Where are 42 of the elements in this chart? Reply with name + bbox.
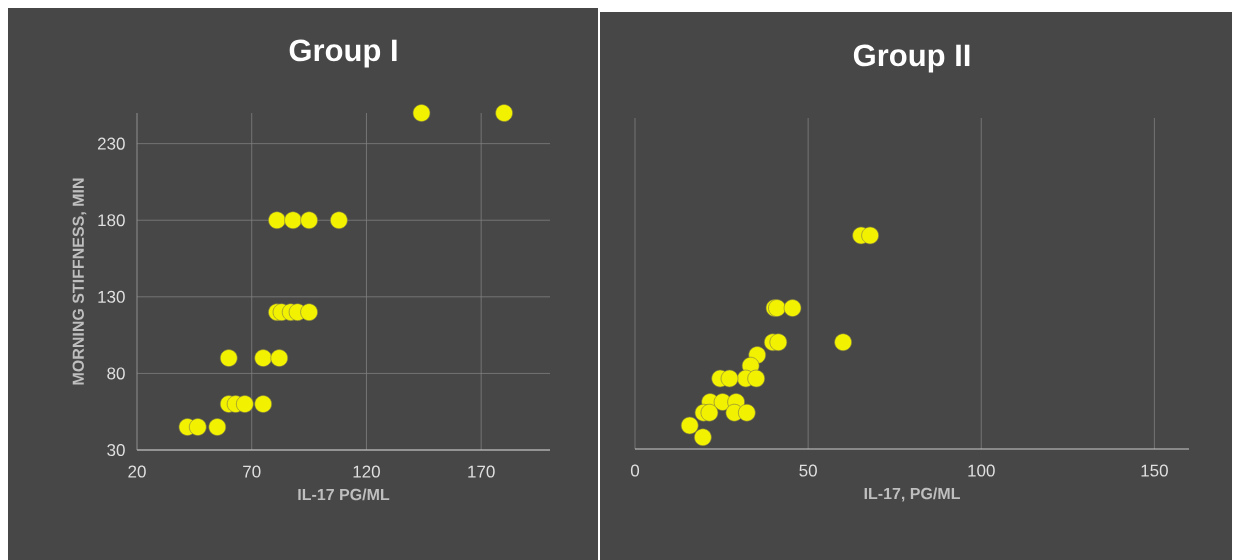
point	[268, 211, 286, 230]
x-tick-label: 170	[468, 465, 495, 478]
point	[783, 299, 802, 317]
point	[254, 395, 272, 413]
point	[738, 403, 756, 422]
x-axis-title: IL-17 PG/ML	[298, 488, 390, 501]
point	[700, 403, 719, 422]
point	[300, 211, 318, 230]
x-tick-label: 20	[128, 465, 146, 478]
chart-title: Group I	[289, 39, 397, 68]
x-tick-label: 70	[243, 465, 261, 478]
x-tick-label: 50	[799, 464, 817, 477]
y-tick-label: 230	[97, 137, 125, 150]
y-tick-label: 130	[98, 290, 125, 303]
point	[330, 211, 348, 230]
point	[694, 428, 712, 447]
point	[747, 369, 765, 388]
x-tick-label: 100	[968, 464, 995, 477]
x-tick-label: 150	[1141, 464, 1168, 477]
point	[236, 395, 254, 413]
y-tick-label: 80	[107, 367, 125, 380]
y-tick-label: 30	[107, 443, 125, 457]
point	[412, 104, 431, 122]
x-tick-label: 120	[353, 465, 380, 478]
y-axis-title: MORNING STIFFNESS, MIN	[72, 178, 87, 385]
point	[254, 349, 272, 367]
point	[720, 369, 739, 388]
point	[300, 303, 318, 321]
point	[189, 418, 207, 436]
point	[270, 349, 289, 367]
chart-title: Group II	[853, 44, 970, 73]
point	[219, 349, 238, 367]
point	[284, 211, 302, 230]
x-axis-title: IL-17, PG/ML	[864, 487, 960, 502]
y-tick-label: 180	[98, 214, 125, 227]
point	[834, 333, 852, 352]
x-tick-label: 0	[630, 464, 640, 477]
point	[861, 226, 879, 245]
point	[208, 418, 227, 436]
point	[495, 104, 513, 122]
point	[769, 333, 788, 352]
point	[680, 416, 699, 435]
